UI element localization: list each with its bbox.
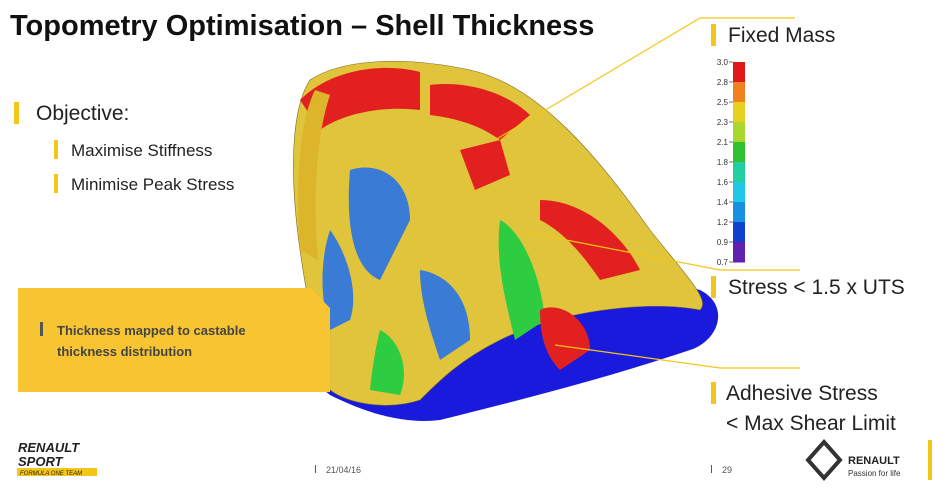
brand-left: SPORT [18,454,64,469]
callout-text: thickness distribution [57,344,192,359]
bullet [711,276,716,298]
bullet [14,102,19,124]
bullet [711,24,716,46]
scale-label: 2.3 [717,118,729,127]
annotation: < Max Shear Limit [726,412,896,435]
brand-right: RENAULT [848,455,900,467]
objective-item: Maximise Stiffness [71,141,212,160]
brand-band [17,468,97,476]
annotation: Fixed Mass [728,24,835,47]
page-number: 29 [722,465,732,475]
leader-lines [494,17,800,369]
callout-box [18,288,330,392]
scale-band [733,162,745,183]
bullet [711,382,716,404]
scale-label: 2.5 [717,98,729,107]
bullet [54,140,58,159]
objective-item: Minimise Peak Stress [71,175,234,194]
scale-label: 1.8 [717,158,729,167]
scale-band [733,82,745,103]
scale-label: 2.1 [717,138,729,147]
accent-bar [928,440,932,480]
scale-label: 0.9 [717,238,729,247]
separator [711,465,712,473]
scale-label: 2.8 [717,78,729,87]
scale-band [733,202,745,223]
annotation: Stress < 1.5 x UTS [728,276,905,299]
color-scale: 3.0 2.8 2.5 2.3 2.1 1.8 1.6 1.4 1.2 0.9 0.7 [717,58,745,267]
scale-label: 1.4 [717,198,729,207]
title: Topometry Optimisation – Shell Thickness [10,10,594,42]
scale-band [733,182,745,203]
scale-label: 3.0 [717,58,729,67]
bullet [54,174,58,193]
brand-tagline: Passion for life [848,469,901,478]
scale-label: 0.7 [717,258,729,267]
mesh-model [293,60,719,421]
scale-band [733,62,745,83]
scale-band [733,242,745,263]
scale-label: 1.2 [717,218,729,227]
separator [315,465,316,473]
bullet [40,322,43,336]
callout-text: Thickness mapped to castable [57,323,246,338]
scale-label: 1.6 [717,178,729,187]
brand-left: FORMULA ONE TEAM [20,471,82,477]
brand-left: RENAULT [18,440,80,455]
scale-band [733,122,745,143]
objective-heading: Objective: [36,102,129,125]
renault-logo [805,438,843,482]
annotation: Adhesive Stress [726,382,878,405]
scale-band [733,142,745,163]
scale-band [733,102,745,123]
scale-band [733,222,745,243]
date: 21/04/16 [326,465,361,475]
